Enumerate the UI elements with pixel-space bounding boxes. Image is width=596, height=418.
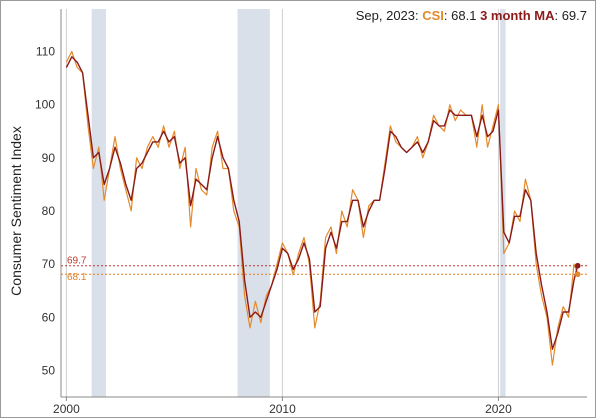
axes [60,9,587,398]
latest-value-annotation: Sep, 2023: CSI: 68.1 3 month MA: 69.7 [356,8,587,23]
y-tick-70: 70 [42,257,56,271]
y-tick-60: 60 [42,310,56,324]
y-tick-100: 100 [35,98,55,112]
reference-labels: 69.7 68.1 [67,256,87,284]
x-tick-2010: 2010 [269,402,296,416]
y-tick-labels: 50 60 70 80 90 100 110 [35,45,55,378]
end-markers [574,262,581,278]
reference-label-0: 69.7 [67,256,87,267]
annotation-date: Sep, 2023: [356,8,419,23]
y-axis-label: Consumer Sentiment Index [8,126,24,296]
reference-label-1: 68.1 [67,272,87,283]
x-tick-labels: 2000 2010 2020 [53,397,512,416]
x-tick-2020: 2020 [485,402,512,416]
annotation-ma-label: 3 month MA [480,8,555,23]
y-tick-90: 90 [42,151,56,165]
end-marker-1 [574,262,581,269]
y-tick-80: 80 [42,204,56,218]
recession-band-1 [237,9,270,397]
recession-bands [91,9,506,397]
annotation-csi-value: : 68.1 [444,8,477,23]
x-tick-2000: 2000 [53,402,80,416]
series-lines [65,50,579,366]
y-tick-110: 110 [36,45,55,59]
recession-band-0 [91,9,106,397]
annotation-ma-value: : 69.7 [554,8,587,23]
series-line-1 [65,56,579,350]
year-gridlines [65,9,499,397]
series-line-0 [65,50,579,366]
y-tick-50: 50 [42,363,56,377]
annotation-csi-label: CSI [422,8,444,23]
end-marker-0 [574,271,581,278]
